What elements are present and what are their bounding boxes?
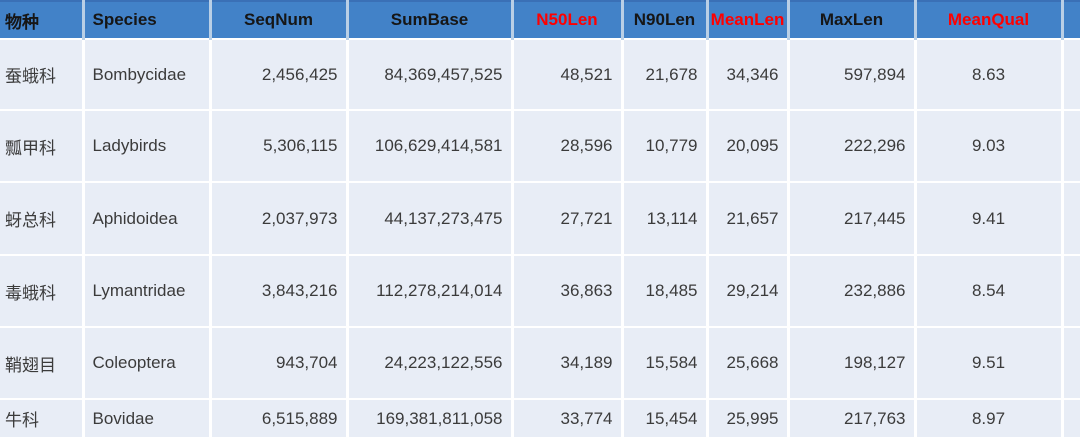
cell-meanqual: 9.41 (915, 182, 1064, 256)
table-row: 蚕蛾科 Bombycidae 2,456,425 84,369,457,525 … (0, 39, 1080, 111)
cell-meanlen: 21,657 (707, 182, 790, 256)
cell-sumbase: 84,369,457,525 (347, 39, 514, 111)
column-header-meanqual: MeanQual (915, 0, 1064, 40)
cell-meanlen: 29,214 (707, 255, 790, 328)
cell-species: Bovidae (83, 399, 212, 437)
cell-species: Aphidoidea (83, 182, 212, 256)
cell-maxlen: 222,296 (788, 110, 917, 183)
cell-seqnum: 5,306,115 (210, 110, 349, 183)
cell-maxlen: 597,894 (788, 39, 917, 111)
cell-maxlen: 198,127 (788, 327, 917, 400)
cell-n50len: 34,189 (512, 327, 624, 400)
cell-meanlen: 20,095 (707, 110, 790, 183)
cell-species: Coleoptera (83, 327, 212, 400)
cell-n90len: 10,779 (622, 110, 709, 183)
column-header-meanlen: MeanLen (707, 0, 790, 40)
column-header-species-cn: 物种 (0, 0, 85, 40)
cell-spacer (1062, 110, 1080, 183)
cell-n90len: 21,678 (622, 39, 709, 111)
cell-meanqual: 9.51 (915, 327, 1064, 400)
table-row: 鞘翅目 Coleoptera 943,704 24,223,122,556 34… (0, 327, 1080, 400)
column-header-maxlen: MaxLen (788, 0, 917, 40)
cell-meanlen: 25,995 (707, 399, 790, 437)
cell-spacer (1062, 39, 1080, 111)
cell-n50len: 28,596 (512, 110, 624, 183)
cell-seqnum: 2,456,425 (210, 39, 349, 111)
cell-n50len: 33,774 (512, 399, 624, 437)
cell-n90len: 18,485 (622, 255, 709, 328)
cell-species-cn: 鞘翅目 (0, 327, 85, 400)
cell-spacer (1062, 399, 1080, 437)
cell-meanqual: 8.63 (915, 39, 1064, 111)
cell-sumbase: 112,278,214,014 (347, 255, 514, 328)
header-row: 物种 Species SeqNum SumBase N50Len N90Len … (0, 0, 1080, 40)
cell-maxlen: 232,886 (788, 255, 917, 328)
cell-meanqual: 8.54 (915, 255, 1064, 328)
cell-n50len: 27,721 (512, 182, 624, 256)
table-row: 蚜总科 Aphidoidea 2,037,973 44,137,273,475 … (0, 182, 1080, 256)
table-row: 瓢甲科 Ladybirds 5,306,115 106,629,414,581 … (0, 110, 1080, 183)
cell-species-cn: 蚜总科 (0, 182, 85, 256)
cell-species-cn: 牛科 (0, 399, 85, 437)
cell-n90len: 13,114 (622, 182, 709, 256)
cell-seqnum: 6,515,889 (210, 399, 349, 437)
table-row: 毒蛾科 Lymantridae 3,843,216 112,278,214,01… (0, 255, 1080, 328)
cell-species: Lymantridae (83, 255, 212, 328)
cell-sumbase: 24,223,122,556 (347, 327, 514, 400)
cell-species-cn: 蚕蛾科 (0, 39, 85, 111)
cell-species-cn: 毒蛾科 (0, 255, 85, 328)
cell-sumbase: 169,381,811,058 (347, 399, 514, 437)
cell-spacer (1062, 182, 1080, 256)
cell-n50len: 36,863 (512, 255, 624, 328)
cell-meanlen: 25,668 (707, 327, 790, 400)
column-header-seqnum: SeqNum (210, 0, 349, 40)
column-header-species: Species (83, 0, 212, 40)
cell-n90len: 15,454 (622, 399, 709, 437)
column-header-n50len: N50Len (512, 0, 624, 40)
cell-species-cn: 瓢甲科 (0, 110, 85, 183)
cell-seqnum: 943,704 (210, 327, 349, 400)
cell-species: Ladybirds (83, 110, 212, 183)
cell-sumbase: 44,137,273,475 (347, 182, 514, 256)
cell-meanqual: 8.97 (915, 399, 1064, 437)
cell-meanqual: 9.03 (915, 110, 1064, 183)
cell-seqnum: 2,037,973 (210, 182, 349, 256)
column-header-sumbase: SumBase (347, 0, 514, 40)
cell-n90len: 15,584 (622, 327, 709, 400)
cell-n50len: 48,521 (512, 39, 624, 111)
cell-seqnum: 3,843,216 (210, 255, 349, 328)
header-spacer (1062, 0, 1080, 40)
cell-maxlen: 217,763 (788, 399, 917, 437)
cell-meanlen: 34,346 (707, 39, 790, 111)
cell-spacer (1062, 327, 1080, 400)
cell-spacer (1062, 255, 1080, 328)
cell-species: Bombycidae (83, 39, 212, 111)
cell-sumbase: 106,629,414,581 (347, 110, 514, 183)
table-row: 牛科 Bovidae 6,515,889 169,381,811,058 33,… (0, 399, 1080, 437)
column-header-n90len: N90Len (622, 0, 709, 40)
cell-maxlen: 217,445 (788, 182, 917, 256)
